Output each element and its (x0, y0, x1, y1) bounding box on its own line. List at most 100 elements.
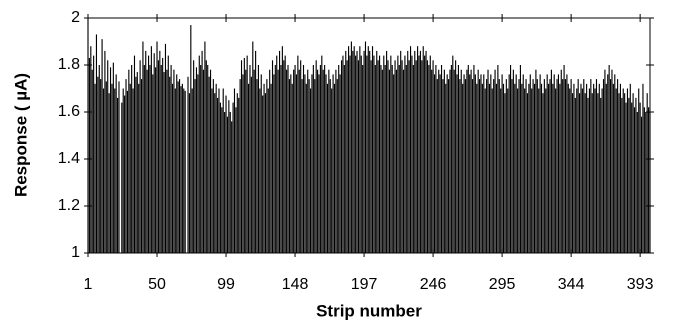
bar (452, 55, 454, 253)
bar (566, 74, 568, 254)
bar (622, 88, 624, 253)
bar (384, 65, 386, 253)
bar (231, 121, 233, 254)
bar (360, 55, 362, 253)
x-tick-label: 99 (217, 276, 235, 293)
bar (332, 74, 334, 254)
bar (639, 102, 641, 253)
bar (469, 74, 471, 254)
bar (205, 60, 207, 253)
bar (418, 55, 420, 253)
bar (286, 69, 288, 253)
bar (509, 65, 512, 253)
bar (574, 97, 576, 254)
bar (429, 55, 431, 253)
bar (91, 69, 93, 253)
bar (581, 88, 583, 253)
bar (312, 65, 314, 253)
bar (393, 74, 395, 254)
bar (349, 55, 351, 253)
bar (550, 69, 552, 253)
bar (645, 112, 647, 253)
bar (124, 95, 126, 253)
bar (136, 72, 138, 253)
bar (218, 88, 220, 253)
bar (184, 90, 186, 253)
bar (273, 74, 275, 254)
bar (402, 69, 405, 253)
bar (388, 69, 390, 253)
bar (625, 102, 627, 253)
bar (163, 72, 165, 253)
bar (287, 65, 289, 253)
x-tick-label: 344 (558, 276, 585, 293)
bar (122, 88, 124, 253)
bar (425, 50, 427, 254)
bar (107, 60, 109, 253)
bar (433, 74, 436, 254)
bar (343, 65, 345, 253)
bar (483, 74, 485, 254)
bar (557, 74, 560, 254)
bar (405, 65, 407, 253)
bar (193, 60, 195, 253)
bar (407, 50, 409, 254)
bar (326, 83, 329, 253)
bar (493, 79, 495, 253)
bar (297, 55, 299, 253)
bar (102, 88, 105, 253)
bar (211, 88, 213, 253)
bar (350, 41, 352, 253)
y-axis-title: Response ( µA) (11, 73, 30, 197)
bar (369, 50, 371, 254)
bar (363, 50, 365, 254)
bar (321, 55, 323, 253)
bar (471, 79, 474, 253)
bar (435, 65, 437, 253)
bar (359, 46, 361, 254)
bar (643, 107, 645, 253)
bar (400, 50, 402, 254)
bar (257, 65, 259, 253)
bar (311, 74, 313, 254)
bar (159, 50, 161, 254)
bar (486, 79, 488, 253)
bar (387, 60, 389, 253)
bar (456, 74, 458, 254)
bar (150, 46, 152, 254)
bar (93, 55, 95, 253)
bar (219, 102, 221, 253)
bar (125, 79, 127, 253)
bar (357, 60, 359, 253)
bar (356, 50, 358, 254)
bar (183, 88, 185, 253)
bar (505, 79, 507, 253)
bar (556, 79, 558, 253)
y-tick-label: 1.4 (58, 150, 80, 167)
bar (411, 55, 413, 253)
bar (633, 107, 636, 253)
bar (328, 69, 330, 253)
bar (262, 95, 264, 253)
bar (294, 65, 296, 253)
bar (174, 88, 176, 253)
bar (442, 79, 444, 253)
bar (600, 97, 602, 254)
bar (146, 69, 148, 253)
bar (259, 88, 261, 253)
bar (519, 65, 521, 253)
bar (464, 79, 467, 253)
bar (164, 43, 167, 253)
bar (540, 83, 543, 253)
bar (243, 57, 245, 254)
bar (284, 55, 286, 253)
bar (194, 79, 196, 253)
bar (322, 69, 324, 253)
bar (424, 55, 426, 253)
bar (346, 60, 348, 253)
bar (459, 79, 461, 253)
bar (118, 81, 120, 253)
bar (548, 83, 550, 253)
bar (133, 55, 136, 253)
